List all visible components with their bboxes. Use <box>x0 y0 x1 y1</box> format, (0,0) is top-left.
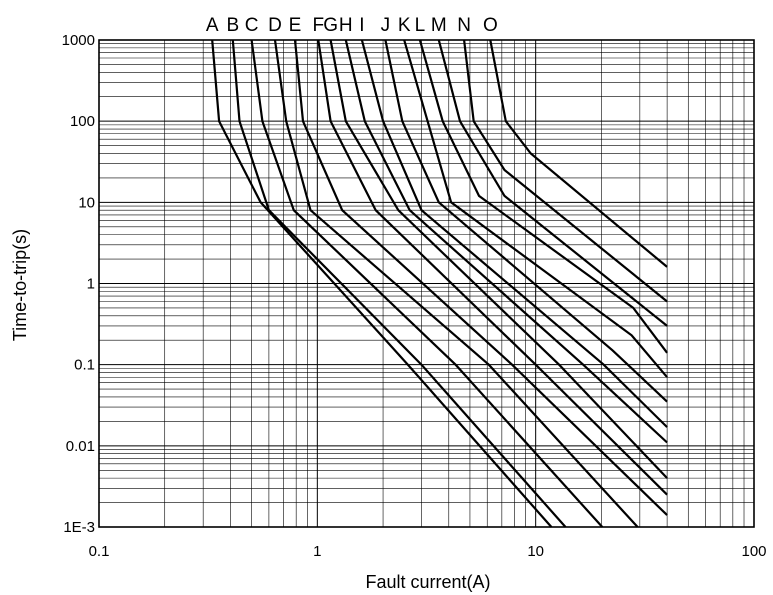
curve-n <box>463 39 668 303</box>
curve-c <box>250 39 604 528</box>
curve-label-g: G <box>323 15 338 36</box>
grid <box>98 39 755 528</box>
y-tick-label: 0.1 <box>74 357 95 374</box>
y-tick-label: 1E-3 <box>63 519 95 536</box>
curve-label-a: A <box>206 15 219 36</box>
curve-o <box>489 39 668 268</box>
curve-label-o: O <box>483 15 498 36</box>
x-tick-label: 0.1 <box>89 543 110 560</box>
curve-e <box>293 39 668 516</box>
y-tick-label: 100 <box>70 113 95 130</box>
y-tick-label: 0.01 <box>66 438 95 455</box>
curve-label-l: L <box>415 15 426 36</box>
curve-label-n: N <box>457 15 471 36</box>
curve-j <box>384 39 668 403</box>
curve-label-d: D <box>268 15 282 36</box>
x-tick-label: 1 <box>313 543 321 560</box>
x-tick-label: 10 <box>527 543 544 560</box>
y-axis-label: Time-to-trip(s) <box>10 229 30 341</box>
curve-i <box>360 39 668 428</box>
plot-frame <box>98 39 755 528</box>
curve-m <box>437 39 668 327</box>
x-axis-label: Fault current(A) <box>365 572 490 592</box>
curve-label-k: K <box>398 15 411 36</box>
y-axis-ticks: 1E-3 0.01 0.1 1 10 100 1000 <box>62 32 95 536</box>
y-tick-label: 1000 <box>62 32 95 49</box>
curve-label-f: F <box>312 15 324 36</box>
curve-f <box>317 39 668 496</box>
curve-label-c: C <box>245 15 259 36</box>
y-tick-label: 1 <box>87 276 95 293</box>
curve-b <box>231 39 567 528</box>
x-tick-label: 100 <box>741 543 766 560</box>
curve-l <box>418 39 668 354</box>
curve-label-j: J <box>381 15 391 36</box>
trip-curves <box>211 39 668 528</box>
curve-label-e: E <box>289 15 302 36</box>
curve-h <box>344 39 668 444</box>
curve-label-m: M <box>431 15 447 36</box>
curve-k <box>403 39 668 378</box>
curve-g <box>329 39 668 479</box>
y-tick-label: 10 <box>78 194 95 211</box>
curve-d <box>273 39 639 528</box>
x-axis-ticks: 0.1 1 10 100 <box>89 543 767 560</box>
curve-label-b: B <box>226 15 239 36</box>
curve-a <box>211 39 553 528</box>
curve-label-i: I <box>359 15 364 36</box>
curve-label-h: H <box>339 15 353 36</box>
